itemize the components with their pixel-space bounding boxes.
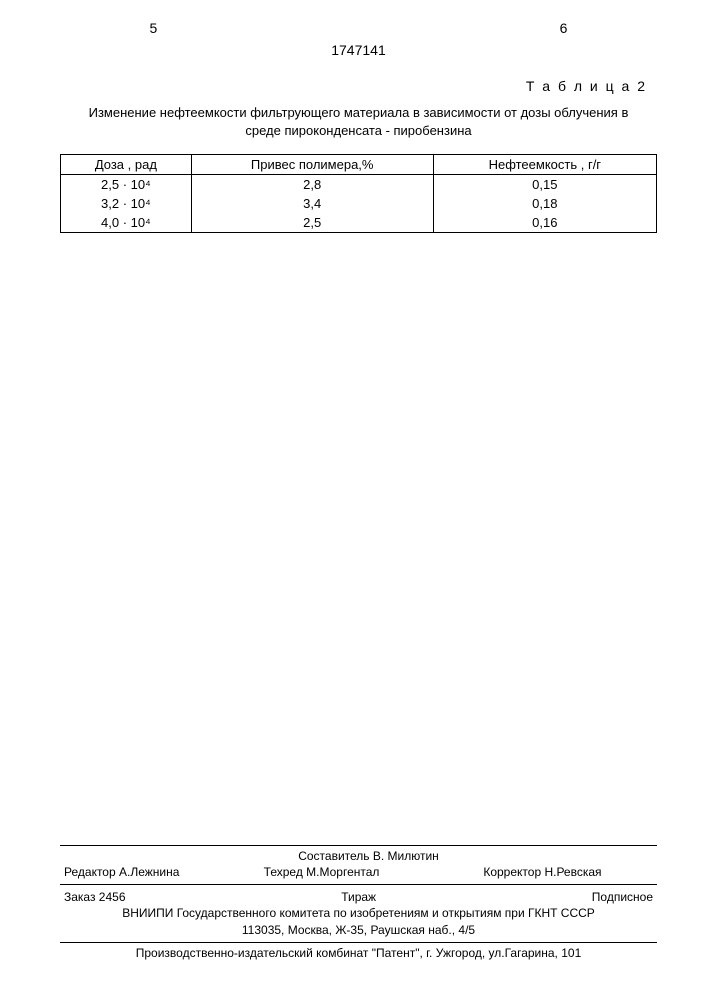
table-cell: 0,15 bbox=[433, 175, 656, 195]
divider bbox=[60, 942, 657, 943]
table-cell: 3,4 bbox=[191, 194, 433, 213]
table-caption: Изменение нефтеемкости фильтрующего мате… bbox=[60, 104, 657, 140]
credits-row: Редактор А.Лежнина Техред М.Моргентал Ко… bbox=[60, 865, 657, 881]
table-cell: 0,18 bbox=[433, 194, 656, 213]
editor-label: Редактор А.Лежнина bbox=[64, 865, 234, 879]
table-cell: 2,8 bbox=[191, 175, 433, 195]
table-header: Нефтеемкость , г/г bbox=[433, 155, 656, 175]
table-cell: 0,16 bbox=[433, 213, 656, 233]
document-number: 1747141 bbox=[60, 42, 657, 58]
composer-line: Составитель В. Милютин bbox=[60, 849, 657, 863]
table-cell: 3,2 · 10⁴ bbox=[61, 194, 192, 213]
table-header: Привес полимера,% bbox=[191, 155, 433, 175]
corrector-label: Корректор Н.Ревская bbox=[433, 865, 653, 879]
table-row: 2,5 · 10⁴ 2,8 0,15 bbox=[61, 175, 657, 195]
table-header-row: Доза , рад Привес полимера,% Нефтеемкост… bbox=[61, 155, 657, 175]
patent-page: 5 6 1747141 Т а б л и ц а 2 Изменение не… bbox=[0, 0, 707, 1000]
table-label: Т а б л и ц а 2 bbox=[60, 78, 657, 94]
order-label: Заказ 2456 bbox=[64, 890, 126, 904]
data-table: Доза , рад Привес полимера,% Нефтеемкост… bbox=[60, 154, 657, 233]
order-row: Заказ 2456 Тираж Подписное bbox=[60, 888, 657, 904]
tirazh-label: Тираж bbox=[341, 890, 376, 904]
publisher-line: Производственно-издательский комбинат "П… bbox=[60, 946, 657, 960]
divider bbox=[60, 845, 657, 846]
table-header: Доза , рад bbox=[61, 155, 192, 175]
institute-line-1: ВНИИПИ Государственного комитета по изоб… bbox=[60, 906, 657, 922]
page-number-right: 6 bbox=[560, 20, 568, 36]
footer-block: Составитель В. Милютин Редактор А.Лежнин… bbox=[60, 842, 657, 960]
table-cell: 2,5 · 10⁴ bbox=[61, 175, 192, 195]
podpisnoe-label: Подписное bbox=[592, 890, 653, 904]
institute-line-2: 113035, Москва, Ж-35, Раушская наб., 4/5 bbox=[60, 923, 657, 939]
table-cell: 4,0 · 10⁴ bbox=[61, 213, 192, 233]
table-row: 4,0 · 10⁴ 2,5 0,16 bbox=[61, 213, 657, 233]
techred-label: Техред М.Моргентал bbox=[234, 865, 434, 879]
table-row: 3,2 · 10⁴ 3,4 0,18 bbox=[61, 194, 657, 213]
page-number-left: 5 bbox=[150, 20, 158, 36]
page-numbers-row: 5 6 bbox=[150, 20, 568, 36]
divider bbox=[60, 884, 657, 885]
table-cell: 2,5 bbox=[191, 213, 433, 233]
